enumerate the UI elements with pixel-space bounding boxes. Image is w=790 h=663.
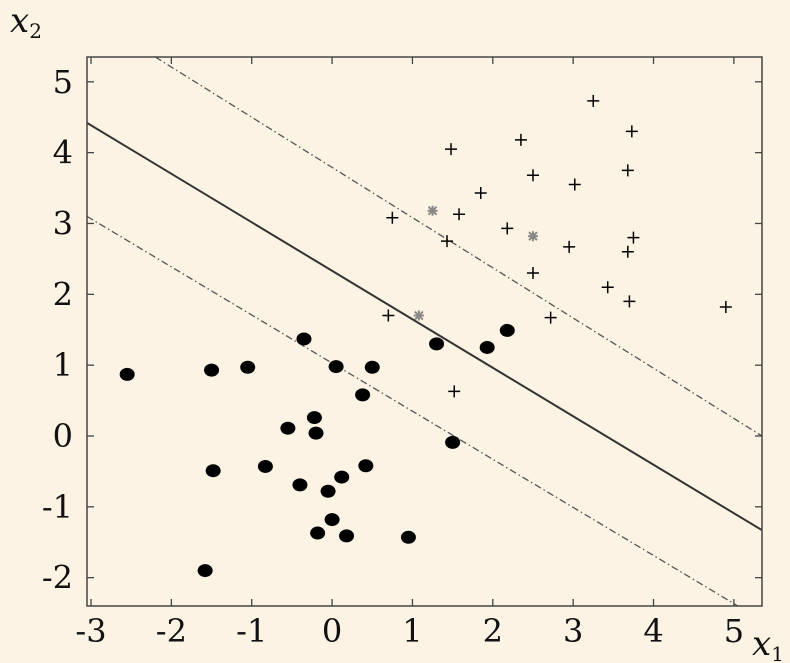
class-dot-point bbox=[280, 421, 296, 435]
class-plus-point bbox=[453, 208, 466, 221]
y-tick-label: 4 bbox=[53, 134, 73, 172]
y-tick-label: 3 bbox=[53, 204, 73, 242]
support-vector-point bbox=[527, 231, 538, 242]
class-plus-point bbox=[386, 211, 399, 224]
y-tick-label: -1 bbox=[42, 488, 73, 526]
x-tick-label: -2 bbox=[156, 612, 187, 650]
class-dot-point bbox=[324, 513, 340, 527]
plot-frame bbox=[86, 56, 763, 607]
class-plus-point bbox=[514, 133, 527, 146]
x-tick-label: -1 bbox=[236, 612, 267, 650]
x-axis-label-sub: 1 bbox=[771, 642, 784, 663]
class-plus-point bbox=[441, 235, 453, 248]
margin-line-2 bbox=[87, 215, 739, 606]
y-tick-label: 2 bbox=[53, 275, 73, 313]
class-plus-point bbox=[526, 267, 539, 280]
class-dot-point bbox=[308, 426, 324, 440]
x-tick-label: 2 bbox=[483, 612, 503, 650]
class-dot-point bbox=[445, 435, 461, 449]
class-dot-point bbox=[119, 367, 135, 381]
class-dot-point bbox=[240, 360, 256, 374]
class-dot-point bbox=[310, 526, 326, 540]
class-dot-point bbox=[358, 459, 374, 473]
class-plus-point bbox=[601, 281, 614, 294]
class-dot-point bbox=[355, 388, 371, 402]
y-axis-label: x2 bbox=[10, 1, 42, 43]
y-axis-label-sub: 2 bbox=[29, 19, 42, 43]
y-tick-label: -2 bbox=[42, 559, 73, 597]
class-dot-point bbox=[400, 530, 416, 544]
class-dot-point bbox=[328, 360, 344, 374]
class-plus-point bbox=[445, 143, 458, 156]
support-vector-point bbox=[413, 310, 424, 321]
class-plus-point bbox=[474, 187, 487, 200]
x-axis-label: x1 bbox=[752, 624, 784, 663]
x-axis-ticks: -3 -2 -1 0 1 2 3 4 5 bbox=[75, 57, 744, 650]
y-axis-label-var: x bbox=[10, 1, 29, 41]
class-plus-point bbox=[625, 125, 638, 138]
class-dot-point bbox=[296, 332, 312, 346]
x-tick-label: 3 bbox=[563, 612, 583, 650]
margin-line-1 bbox=[154, 57, 762, 437]
x-tick-label: 1 bbox=[402, 612, 422, 650]
class-dot-point bbox=[479, 340, 495, 354]
class-plus-point bbox=[627, 231, 640, 244]
class-plus-point bbox=[623, 295, 636, 308]
class-plus-point bbox=[587, 94, 600, 107]
class-dot-point bbox=[204, 363, 220, 377]
class-plus-point bbox=[568, 178, 581, 191]
class-dot-point bbox=[205, 464, 221, 478]
class-dot-point bbox=[257, 459, 273, 473]
class-dot-point bbox=[364, 360, 380, 374]
class-plus-point bbox=[544, 311, 557, 324]
class-plus-point bbox=[621, 164, 634, 177]
decision-boundary-line bbox=[87, 122, 762, 532]
class-dot-point bbox=[339, 529, 355, 543]
class-plus-point bbox=[448, 385, 461, 398]
support-vector-point bbox=[427, 205, 438, 216]
class-plus-point bbox=[501, 222, 514, 235]
class-plus-point bbox=[563, 240, 576, 253]
data-points bbox=[119, 94, 732, 578]
x-axis-label-var: x bbox=[752, 624, 771, 663]
y-tick-label: 1 bbox=[53, 346, 73, 384]
class-dot-point bbox=[334, 470, 350, 484]
class-dot-point bbox=[306, 411, 322, 425]
x-tick-label: 5 bbox=[724, 612, 744, 650]
class-dot-point bbox=[429, 337, 445, 351]
class-dot-point bbox=[292, 478, 308, 492]
class-dot-point bbox=[320, 484, 336, 498]
class-plus-point bbox=[382, 309, 395, 322]
class-dot-point bbox=[499, 323, 515, 337]
class-plus-point bbox=[621, 245, 634, 258]
y-axis-ticks: -2 -1 0 1 2 3 4 5 bbox=[42, 63, 762, 597]
y-tick-label: 5 bbox=[53, 63, 73, 101]
separating-lines bbox=[87, 57, 762, 606]
x-tick-label: 0 bbox=[322, 612, 342, 650]
x-tick-label: 4 bbox=[643, 612, 663, 650]
class-dot-point bbox=[197, 564, 213, 578]
x-tick-label: -3 bbox=[75, 612, 106, 650]
class-plus-point bbox=[526, 169, 539, 182]
class-plus-point bbox=[719, 301, 732, 314]
y-tick-label: 0 bbox=[53, 417, 73, 455]
